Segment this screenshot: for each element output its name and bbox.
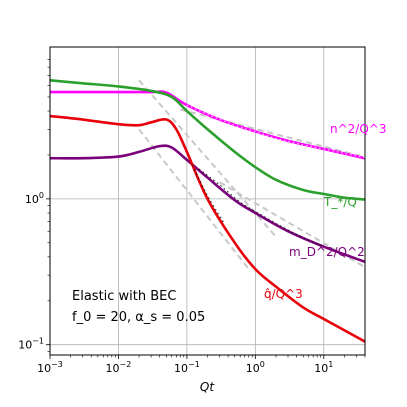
ticks: 10−3 10−2 10−1 100 101 10−1 100 bbox=[18, 59, 366, 375]
fit-dots bbox=[186, 104, 365, 248]
fit-dots-0 bbox=[186, 104, 365, 159]
annotation-line-2: f_0 = 20, α_s = 0.05 bbox=[72, 310, 205, 325]
x-tick-label: 101 bbox=[314, 360, 333, 375]
label-Tstar-over-Q: T_*/Q bbox=[323, 195, 357, 209]
series-line-3 bbox=[50, 114, 365, 343]
y-tick-label: 100 bbox=[25, 191, 44, 206]
y-tick-label: 10−1 bbox=[18, 337, 44, 352]
x-tick-label: 10−3 bbox=[37, 360, 63, 375]
fit-dots-1 bbox=[198, 168, 325, 248]
label-qhat-over-Q3: q̂/Q^3 bbox=[264, 287, 303, 301]
x-tick-label: 100 bbox=[246, 360, 265, 375]
label-n2-over-Q3: n^2/Q^3 bbox=[330, 122, 386, 136]
series-line-1 bbox=[50, 79, 365, 201]
fit-dots-2 bbox=[191, 164, 225, 224]
series-line-2 bbox=[50, 144, 365, 264]
x-axis-label: Qt bbox=[200, 380, 215, 394]
label-mD2-over-Q2: m_D^2/Q^2 bbox=[289, 245, 365, 259]
x-tick-label: 10−1 bbox=[174, 360, 200, 375]
x-tick-label: 10−2 bbox=[106, 360, 132, 375]
annotation-line-1: Elastic with BEC bbox=[72, 289, 176, 304]
